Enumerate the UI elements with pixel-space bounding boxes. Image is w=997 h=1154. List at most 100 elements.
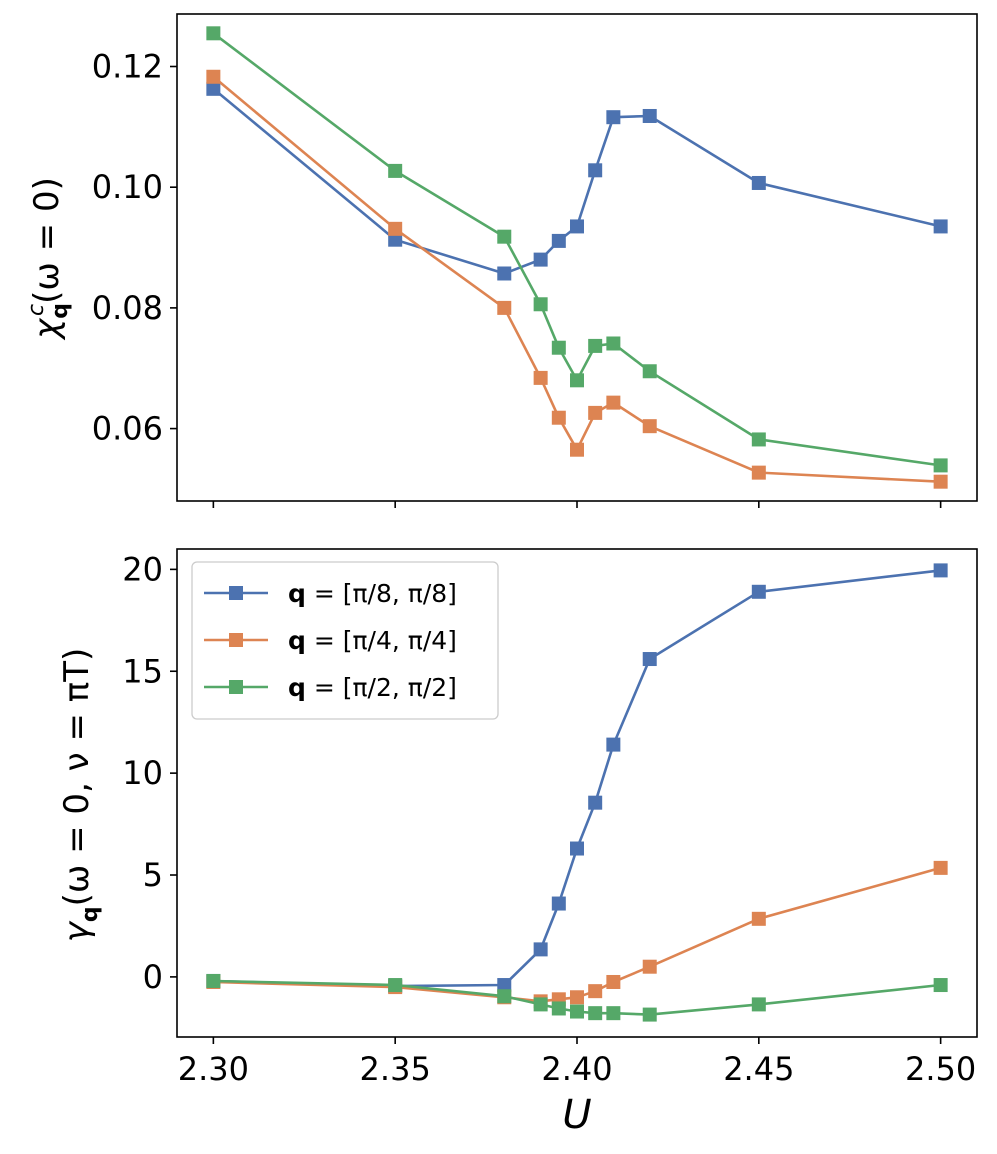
bottom-data-point-q2 bbox=[551, 1001, 566, 1016]
top-data-point-q2 bbox=[606, 336, 621, 351]
bottom-data-point-q8 bbox=[588, 795, 603, 810]
legend-box bbox=[191, 561, 499, 720]
bottom-xtick-label: 2.50 bbox=[905, 1050, 976, 1088]
top-data-point-q2 bbox=[497, 229, 512, 244]
legend-marker-q4 bbox=[229, 633, 243, 647]
bottom-data-point-q2 bbox=[751, 997, 766, 1012]
bottom-data-point-q4 bbox=[588, 984, 603, 999]
top-data-point-q2 bbox=[933, 458, 948, 473]
top-series-line-q2 bbox=[212, 32, 941, 467]
bottom-data-point-q2 bbox=[606, 1006, 621, 1021]
top-plot-area bbox=[206, 26, 948, 489]
bottom-data-point-q8 bbox=[751, 584, 766, 599]
bottom-data-point-q8 bbox=[570, 841, 584, 856]
top-data-point-q8 bbox=[570, 219, 584, 234]
top-ylabel-superscript: c bbox=[24, 304, 49, 316]
top-data-point-q2 bbox=[751, 432, 766, 447]
top-data-point-q8 bbox=[642, 108, 657, 123]
top-data-point-q8 bbox=[551, 233, 566, 248]
bottom-data-point-q4 bbox=[642, 959, 657, 974]
top-data-point-q4 bbox=[588, 405, 603, 420]
bottom-data-point-q8 bbox=[933, 563, 948, 578]
top-ylabel-subscript: q bbox=[48, 303, 73, 319]
bottom-data-point-q4 bbox=[606, 974, 621, 989]
legend-label-q2: q = [π/2, π/2] bbox=[288, 673, 457, 702]
bottom-data-point-q8 bbox=[551, 896, 566, 911]
bottom-plot-area bbox=[206, 563, 948, 1022]
bottom-ylabel-subscript: q bbox=[78, 906, 103, 922]
bottom-data-point-q2 bbox=[533, 997, 548, 1012]
bottom-series-line-q4 bbox=[213, 866, 941, 1003]
bottom-data-point-q8 bbox=[533, 942, 548, 957]
top-data-point-q2 bbox=[570, 373, 584, 388]
top-data-point-q4 bbox=[751, 465, 766, 480]
legend: q = [π/8, π/8] q = [π/4, π/4] q = [π/2, π/… bbox=[191, 561, 499, 720]
bottom-xtick-label: 2.45 bbox=[723, 1050, 794, 1088]
bottom-data-point-q2 bbox=[570, 1004, 584, 1019]
bottom-ytick-label: 5 bbox=[143, 856, 163, 894]
top-data-point-q8 bbox=[533, 252, 548, 267]
top-data-point-q4 bbox=[533, 370, 548, 385]
top-data-point-q4 bbox=[551, 410, 566, 425]
top-data-point-q2 bbox=[588, 338, 603, 353]
bottom-ytick-label: 15 bbox=[122, 652, 163, 690]
bottom-data-point-q8 bbox=[497, 978, 512, 993]
bottom-ytick-label: 10 bbox=[122, 754, 163, 792]
bottom-y-ticks: 0 5 10 15 20 bbox=[122, 550, 177, 996]
top-data-point-q8 bbox=[751, 175, 766, 190]
top-ylabel-symbol: χ bbox=[27, 317, 67, 341]
bottom-xtick-label: 2.30 bbox=[178, 1050, 249, 1088]
top-data-point-q8 bbox=[497, 266, 512, 281]
top-data-point-q2 bbox=[388, 163, 403, 178]
top-ylabel-argument: (ω = 0) bbox=[27, 177, 67, 304]
top-data-point-q4 bbox=[642, 419, 657, 434]
top-data-point-q8 bbox=[933, 219, 948, 234]
top-data-point-q4 bbox=[570, 442, 584, 457]
legend-label-q8: q = [π/8, π/8] bbox=[288, 579, 457, 608]
bottom-x-ticks: 2.30 2.35 2.40 2.45 2.50 bbox=[178, 1037, 976, 1088]
bottom-ylabel-symbol: γ bbox=[57, 920, 97, 942]
top-data-point-q4 bbox=[606, 395, 621, 410]
top-y-ticks: 0.06 0.08 0.10 0.12 bbox=[92, 48, 177, 448]
bottom-data-point-q2 bbox=[642, 1007, 657, 1022]
top-ylabel: χqc(ω = 0) bbox=[24, 177, 73, 341]
bottom-data-point-q4 bbox=[933, 860, 948, 875]
top-data-point-q2 bbox=[642, 364, 657, 379]
bottom-ytick-label: 20 bbox=[122, 550, 163, 588]
legend-entries: q = [π/8, π/8] q = [π/4, π/4] q = [π/2, π/… bbox=[204, 579, 457, 702]
bottom-data-point-q2 bbox=[588, 1006, 603, 1021]
bottom-data-point-q8 bbox=[606, 737, 621, 752]
top-ytick-label: 0.06 bbox=[92, 410, 163, 448]
top-data-point-q8 bbox=[606, 110, 621, 125]
legend-marker-q2 bbox=[229, 680, 243, 694]
top-ytick-label: 0.10 bbox=[92, 168, 163, 206]
top-data-point-q2 bbox=[551, 340, 566, 355]
bottom-data-point-q2 bbox=[388, 978, 403, 993]
bottom-xlabel: U bbox=[562, 1092, 591, 1138]
bottom-data-point-q4 bbox=[751, 911, 766, 926]
bottom-panel: 0 5 10 15 20 2.30 2.35 2.40 2.45 2.50 γq(ω = 0, … bbox=[57, 548, 978, 1138]
legend-label-q4: q = [π/4, π/4] bbox=[288, 626, 457, 655]
bottom-xtick-label: 2.35 bbox=[360, 1050, 431, 1088]
top-axes-frame bbox=[176, 13, 978, 502]
bottom-ylabel: γq(ω = 0, ν = πT) bbox=[57, 648, 103, 943]
top-x-ticks bbox=[212, 501, 942, 508]
top-series-line-q4 bbox=[212, 75, 941, 483]
bottom-data-point-q8 bbox=[642, 652, 657, 667]
top-ytick-label: 0.08 bbox=[92, 289, 163, 327]
bottom-ytick-label: 0 bbox=[143, 958, 163, 996]
bottom-data-point-q4 bbox=[570, 990, 584, 1005]
bottom-xtick-label: 2.40 bbox=[541, 1050, 612, 1088]
top-ytick-label: 0.12 bbox=[92, 48, 163, 86]
top-data-point-q2 bbox=[206, 26, 221, 41]
top-data-point-q8 bbox=[588, 163, 603, 178]
bottom-data-point-q2 bbox=[497, 989, 512, 1004]
bottom-data-point-q2 bbox=[933, 978, 948, 993]
bottom-ylabel-argument: (ω = 0, ν = πT) bbox=[57, 648, 97, 907]
top-data-point-q4 bbox=[497, 300, 512, 315]
top-data-point-q4 bbox=[388, 221, 403, 236]
legend-marker-q8 bbox=[229, 586, 243, 600]
bottom-data-point-q2 bbox=[206, 973, 221, 988]
top-data-point-q8 bbox=[206, 81, 221, 96]
